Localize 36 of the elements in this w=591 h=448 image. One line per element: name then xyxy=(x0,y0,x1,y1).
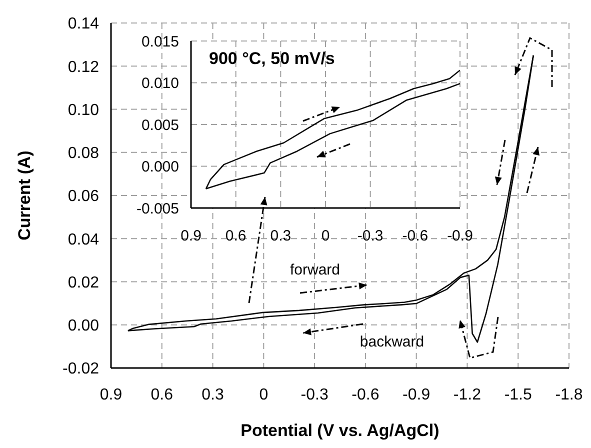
annotation: forward xyxy=(290,262,340,278)
x-tick-label: 0 xyxy=(321,228,330,245)
y-axis-title: Current (A) xyxy=(15,150,34,240)
x-tick-label: -0.6 xyxy=(402,228,428,245)
x-tick-label: -1.5 xyxy=(504,386,532,404)
y-tick-label: 0.14 xyxy=(68,16,100,33)
x-tick-label: -0.3 xyxy=(357,228,384,245)
x-tick-label: 0.3 xyxy=(270,228,292,245)
y-tick-label: 0.005 xyxy=(141,116,179,134)
x-axis-title: Potential (V vs. Ag/AgCl) xyxy=(240,421,440,440)
y-tick-label: 0.04 xyxy=(68,231,100,248)
annotation: backward xyxy=(360,334,424,350)
x-tick-label: -0.9 xyxy=(402,386,430,404)
x-tick-label: 0.6 xyxy=(225,228,246,245)
y-tick-label: -0.005 xyxy=(136,200,179,218)
y-tick-label: 0.06 xyxy=(68,188,100,206)
x-tick-label: 0.6 xyxy=(150,386,174,404)
y-tick-label: 0.00 xyxy=(68,318,100,335)
x-tick-label: 0.9 xyxy=(100,386,122,404)
y-tick-label: -0.02 xyxy=(62,360,100,378)
x-tick-label: 0.9 xyxy=(180,228,202,245)
x-tick-label: 0.3 xyxy=(202,386,224,404)
y-tick-label: 0.08 xyxy=(68,145,100,162)
x-tick-label: -0.9 xyxy=(447,228,473,245)
y-tick-label: 0.015 xyxy=(141,33,179,50)
y-tick-label: 0.02 xyxy=(68,274,100,292)
x-tick-label: -0.6 xyxy=(352,386,380,404)
y-tick-label: 0.010 xyxy=(141,75,179,92)
y-tick-label: 0.10 xyxy=(68,102,100,119)
y-tick-label: 0.000 xyxy=(141,158,179,176)
x-tick-label: -1.2 xyxy=(453,386,482,404)
x-tick-label: -0.3 xyxy=(300,386,328,404)
x-tick-label: -1.8 xyxy=(555,386,583,404)
text: 900 °C, 50 mV/s xyxy=(209,49,335,69)
x-tick-label: 0 xyxy=(259,386,268,404)
y-tick-label: 0.12 xyxy=(68,58,100,76)
